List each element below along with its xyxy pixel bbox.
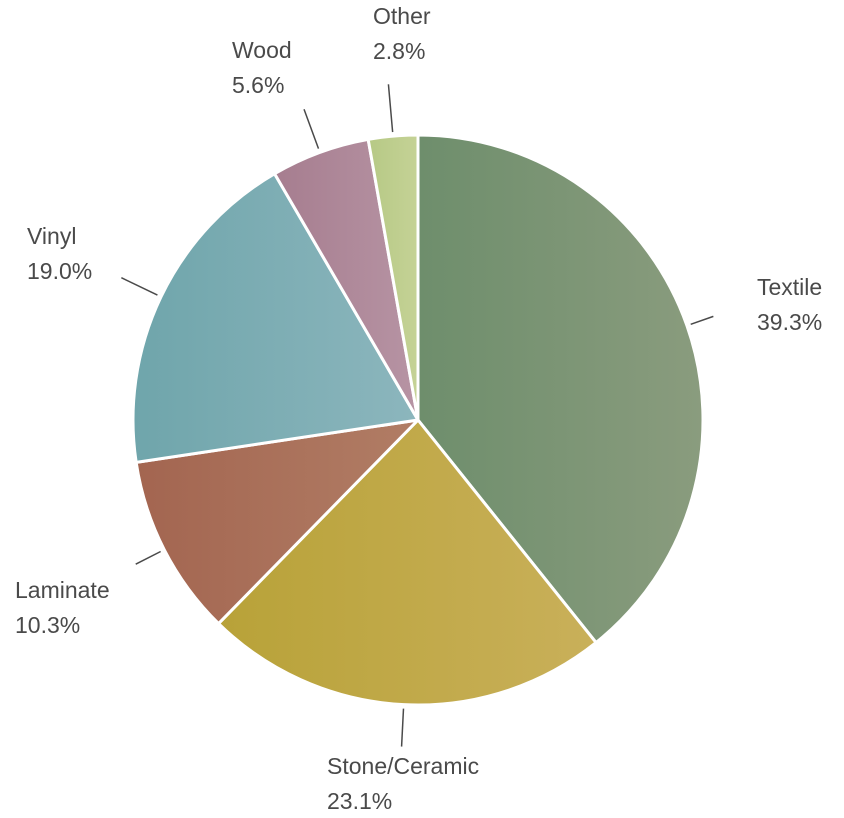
leader-line-stone-ceramic xyxy=(400,708,405,747)
slice-label-stone-ceramic: Stone/Ceramic 23.1% xyxy=(327,753,479,814)
slice-value-label: 39.3% xyxy=(757,309,822,335)
slice-category-label: Stone/Ceramic xyxy=(327,753,479,779)
slice-value-label: 2.8% xyxy=(373,38,425,64)
slices-layer xyxy=(131,133,705,707)
slice-value-label: 10.3% xyxy=(15,612,80,638)
slice-label-vinyl: Vinyl 19.0% xyxy=(27,223,92,284)
pie-slice-textile xyxy=(416,133,705,645)
leader-line-laminate xyxy=(135,550,161,565)
leader-line-wood xyxy=(303,108,320,149)
slice-category-label: Other xyxy=(373,3,431,29)
slice-value-label: 5.6% xyxy=(232,72,284,98)
leader-line-textile xyxy=(690,315,714,326)
slice-value-label: 19.0% xyxy=(27,258,92,284)
labels-layer: Textile 39.3% Stone/Ceramic 23.1% Laminate 10… xyxy=(15,3,822,814)
slice-category-label: Textile xyxy=(757,274,822,300)
leader-lines-layer xyxy=(121,84,714,747)
slice-label-other: Other 2.8% xyxy=(373,3,431,64)
slice-category-label: Wood xyxy=(232,37,292,63)
slice-label-wood: Wood 5.6% xyxy=(232,37,292,98)
slice-label-textile: Textile 39.3% xyxy=(757,274,822,335)
pie-slice-other xyxy=(366,133,420,422)
pie-slice-laminate xyxy=(134,418,420,626)
pie-slice-vinyl xyxy=(131,172,420,464)
leader-line-vinyl xyxy=(121,277,158,296)
pie-slice-stone-ceramic xyxy=(217,418,598,707)
slice-label-laminate: Laminate 10.3% xyxy=(15,577,110,638)
leader-line-other xyxy=(387,84,394,133)
slice-category-label: Vinyl xyxy=(27,223,76,249)
slice-category-label: Laminate xyxy=(15,577,110,603)
slice-value-label: 23.1% xyxy=(327,788,392,813)
